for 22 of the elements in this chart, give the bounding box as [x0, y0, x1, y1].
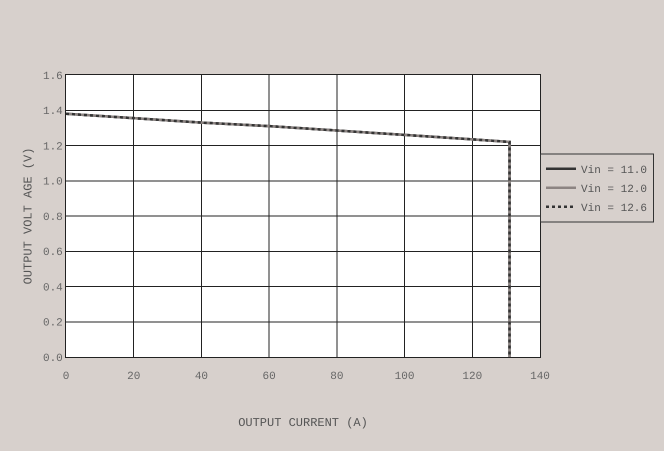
x-tick-label: 120 [462, 371, 482, 384]
y-axis-title: OUTPUT VOLT AGE (V) [21, 148, 36, 284]
y-tick-label: 1.4 [42, 106, 64, 118]
y-tick-label: 0.4 [42, 282, 64, 294]
y-tick-label: 0.6 [42, 247, 63, 260]
y-tick-label: 0.2 [42, 318, 63, 330]
x-tick-label: 60 [262, 371, 276, 384]
y-tick-label: 1.0 [42, 176, 63, 189]
y-tick-label: 0.0 [42, 352, 63, 365]
legend-label: Vin = 11.0 [581, 165, 648, 178]
x-tick-label: 80 [330, 371, 344, 384]
legend-label: Vin = 12.0 [581, 184, 648, 196]
y-tick-label: 1.2 [42, 141, 63, 154]
legend-label: Vin = 12.6 [581, 203, 648, 216]
x-tick-label: 140 [530, 371, 550, 384]
x-tick-label: 100 [394, 371, 414, 384]
x-tick-label: 40 [194, 371, 208, 384]
y-tick-label: 0.8 [42, 212, 63, 224]
y-tick-label: 1.6 [42, 70, 63, 83]
x-tick-label: 0 [62, 371, 70, 384]
x-tick-label: 20 [127, 371, 140, 384]
x-axis-title: OUTPUT CURRENT (A) [238, 416, 368, 430]
